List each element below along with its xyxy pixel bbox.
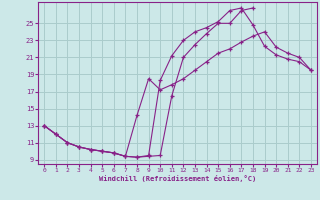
X-axis label: Windchill (Refroidissement éolien,°C): Windchill (Refroidissement éolien,°C) bbox=[99, 175, 256, 182]
